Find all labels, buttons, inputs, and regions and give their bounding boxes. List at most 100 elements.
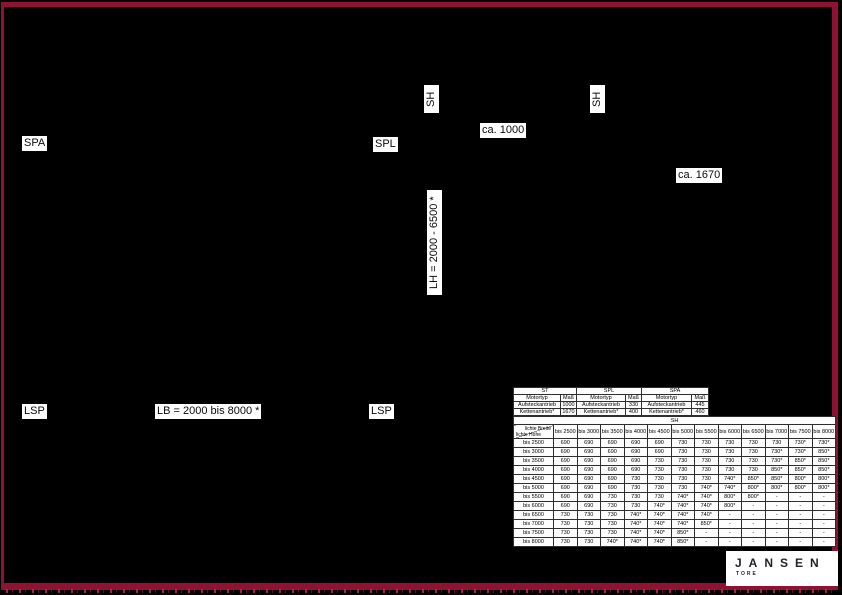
sh-value-cell: 690	[576, 465, 601, 475]
sh-value-cell: 800*	[788, 474, 813, 484]
motor-dim-cell: 1000	[560, 401, 577, 409]
width-column-header: bis 4500	[647, 424, 672, 439]
sh-value-cell: 740*	[670, 519, 695, 529]
sh-value-cell: 850*	[811, 465, 837, 475]
sh-value-cell: 740*	[694, 510, 719, 520]
sh-value-cell: 730	[647, 456, 672, 466]
height-row-header: bis 8000	[513, 537, 554, 547]
logo-wordmark: JANSEN	[735, 556, 826, 570]
sh-value-cell: 800*	[717, 492, 742, 502]
motor-type-cell: Aufsteckantrieb	[576, 401, 626, 409]
sh-value-cell: -	[717, 510, 742, 520]
sh-value-cell: 690	[576, 456, 601, 466]
motor-dim-cell: 330	[625, 401, 642, 409]
sh-value-cell: 730*	[788, 447, 813, 457]
page-border-top	[1, 2, 838, 7]
sh-value-cell: 730	[600, 528, 625, 538]
sh-value-cell: 730	[717, 438, 742, 448]
table-row: bis 3500 690 690 690 690 730 730 730 730 730 730* 8…	[513, 456, 837, 466]
sh-value-cell: 740*	[623, 528, 648, 538]
sh-value-cell: 690	[600, 465, 625, 475]
sh-value-cell: 730	[670, 474, 695, 484]
motor-dim-cell: 460	[690, 408, 710, 416]
width-column-header: bis 6000	[717, 424, 742, 439]
motor-dimension-table: ST SPL SPA Motortyp Maß Motortyp Maß Motortyp Ma…	[513, 387, 710, 416]
height-row-header: bis 4000	[513, 465, 554, 475]
label-lsp-left: LSP	[22, 404, 47, 419]
sh-value-cell: -	[741, 510, 766, 520]
sh-value-cell: 730	[576, 510, 601, 520]
sh-value-cell: 740*	[647, 537, 672, 547]
sh-value-cell: 730	[694, 474, 719, 484]
table-row: bis 4500 690 690 690 730 730 730 730 740* 850* 850…	[513, 474, 837, 484]
sh-value-cell: 730	[670, 447, 695, 457]
footer-artifacts	[6, 589, 834, 593]
sh-value-cell: 690	[623, 465, 648, 475]
sh-value-cell: 690	[647, 447, 672, 457]
sh-value-cell: 730	[647, 465, 672, 475]
sh-value-cell: 730	[553, 510, 578, 520]
sh-value-cell: 730	[741, 447, 766, 457]
jansen-logo: JANSEN TORE	[726, 551, 838, 586]
width-column-header: bis 5500	[694, 424, 719, 439]
sh-value-cell: 800*	[788, 483, 813, 493]
sh-value-cell: 730	[600, 510, 625, 520]
sh-value-cell: 730	[670, 438, 695, 448]
width-column-header: bis 3000	[576, 424, 601, 439]
sh-value-cell: 690	[647, 438, 672, 448]
table-row: bis 6000 690 690 730 730 740* 740* 740* 800* - - - -	[513, 501, 837, 511]
width-column-header: bis 7000	[764, 424, 789, 439]
sh-value-cell: 730	[600, 519, 625, 529]
sh-value-cell: 740*	[647, 519, 672, 529]
sh-value-cell: -	[788, 528, 813, 538]
sh-table-title: SH	[512, 416, 837, 425]
sh-value-cell: 690	[576, 492, 601, 502]
sh-value-cell: 730	[670, 456, 695, 466]
sh-value-cell: 690	[600, 456, 625, 466]
dimension-lb: LB = 2000 bis 8000 *	[155, 404, 262, 419]
table-row: bis 4000 690 690 690 690 730 730 730 730 730 850* 8…	[513, 465, 837, 475]
sh-value-cell: 730	[741, 438, 766, 448]
motor-type-cell: Aufsteckantrieb	[513, 401, 561, 409]
height-row-header: bis 4500	[513, 474, 554, 484]
sh-value-cell: 740*	[694, 483, 719, 493]
sh-value-cell: 730	[694, 456, 719, 466]
sh-value-cell: 740*	[647, 528, 672, 538]
height-row-header: bis 7500	[513, 528, 554, 538]
sh-value-cell: 730	[553, 528, 578, 538]
sh-value-cell: 730	[764, 438, 789, 448]
sh-value-cell: 690	[576, 438, 601, 448]
label-sh-right: SH	[590, 85, 605, 113]
motor-col-header-mass: Maß	[625, 394, 642, 402]
width-column-header: bis 6500	[741, 424, 766, 439]
sh-value-cell: 730*	[764, 447, 789, 457]
sh-value-cell: 850*	[764, 465, 789, 475]
sh-value-cell: 850*	[741, 474, 766, 484]
sh-value-cell: -	[741, 501, 766, 511]
page-border-right	[832, 2, 838, 590]
sh-value-cell: 850*	[811, 456, 837, 466]
motor-col-header-mass: Maß	[560, 394, 577, 402]
sh-value-cell: 740*	[623, 510, 648, 520]
table-row: bis 7000 730 730 730 740* 740* 740* 850* - - - - -	[513, 519, 837, 529]
sh-value-cell: 800*	[741, 492, 766, 502]
height-row-header: bis 6000	[513, 501, 554, 511]
sh-value-cell: -	[788, 537, 813, 547]
sh-value-cell: 730	[623, 492, 648, 502]
sh-value-cell: 730	[576, 537, 601, 547]
sh-value-cell: 850*	[764, 474, 789, 484]
sh-value-cell: -	[764, 510, 789, 520]
label-spa: SPA	[22, 136, 48, 151]
motor-type-cell: Kettenantrieb*	[641, 408, 692, 416]
width-column-header: bis 2500	[553, 424, 578, 439]
sh-value-cell: 730	[600, 501, 625, 511]
sh-value-cell: -	[788, 519, 813, 529]
sh-value-cell: 850*	[670, 537, 695, 547]
sh-value-cell: -	[764, 528, 789, 538]
height-row-header: bis 7000	[513, 519, 554, 529]
sh-value-cell: 740*	[670, 501, 695, 511]
sh-value-cell: 730	[717, 465, 742, 475]
corner-header: lichte Breite lichte Höhe	[513, 424, 554, 439]
sh-value-cell: 690	[576, 447, 601, 457]
sh-value-cell: 730	[553, 537, 578, 547]
